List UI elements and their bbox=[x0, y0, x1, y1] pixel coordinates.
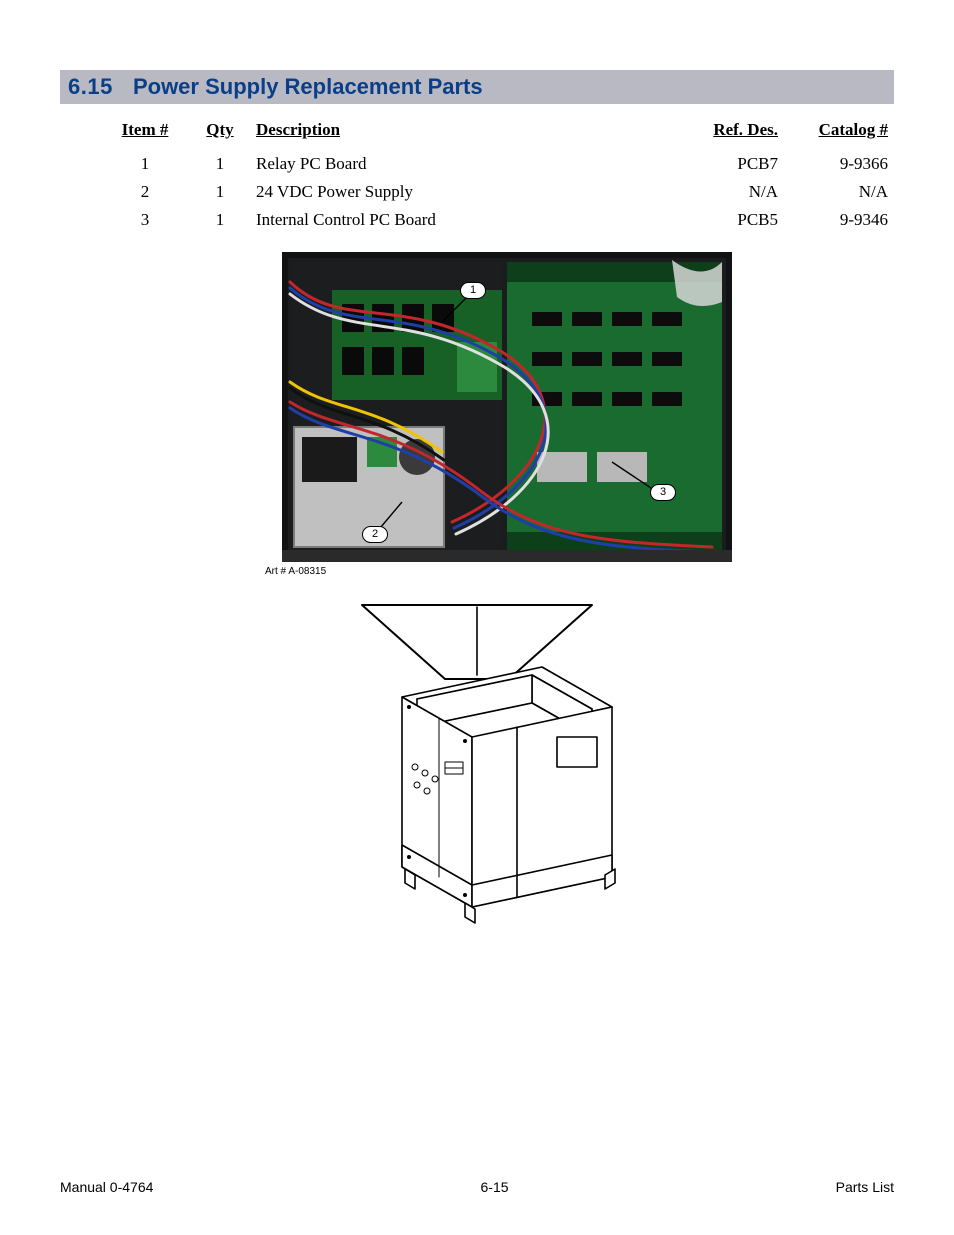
footer-right: Parts List bbox=[836, 1179, 894, 1195]
table-header-row: Item # Qty Description Ref. Des. Catalog… bbox=[100, 116, 894, 150]
table-row: 11Relay PC BoardPCB79-9366 bbox=[100, 150, 894, 178]
callout-3: 3 bbox=[650, 484, 676, 501]
footer-center: 6-15 bbox=[481, 1179, 509, 1195]
cell-ref: N/A bbox=[664, 178, 784, 206]
cell-qty: 1 bbox=[190, 150, 250, 178]
cell-cat: 9-9366 bbox=[784, 150, 894, 178]
cell-ref: PCB5 bbox=[664, 206, 784, 234]
section-number: 6.15 bbox=[68, 74, 113, 100]
cell-cat: 9-9346 bbox=[784, 206, 894, 234]
figure-area: 1 2 3 Art # A-08315 bbox=[60, 252, 894, 957]
art-number: Art # A-08315 bbox=[265, 566, 326, 577]
footer-left: Manual 0-4764 bbox=[60, 1179, 153, 1195]
col-qty: Qty bbox=[190, 116, 250, 150]
cell-desc: Relay PC Board bbox=[250, 150, 664, 178]
cell-desc: Internal Control PC Board bbox=[250, 206, 664, 234]
circuit-photo bbox=[282, 252, 732, 562]
cell-desc: 24 VDC Power Supply bbox=[250, 178, 664, 206]
table-row: 31Internal Control PC BoardPCB59-9346 bbox=[100, 206, 894, 234]
cabinet-diagram bbox=[307, 587, 647, 957]
table-row: 2124 VDC Power SupplyN/AN/A bbox=[100, 178, 894, 206]
section-heading-bar: 6.15 Power Supply Replacement Parts bbox=[60, 70, 894, 104]
parts-table: Item # Qty Description Ref. Des. Catalog… bbox=[100, 116, 894, 234]
photo-wrapper: 1 2 3 bbox=[282, 252, 732, 562]
parts-table-body: 11Relay PC BoardPCB79-93662124 VDC Power… bbox=[100, 150, 894, 234]
cell-item: 1 bbox=[100, 150, 190, 178]
page-footer: Manual 0-4764 6-15 Parts List bbox=[60, 1179, 894, 1195]
cell-item: 2 bbox=[100, 178, 190, 206]
col-cat: Catalog # bbox=[784, 116, 894, 150]
col-desc: Description bbox=[250, 116, 664, 150]
cell-item: 3 bbox=[100, 206, 190, 234]
cell-qty: 1 bbox=[190, 178, 250, 206]
cell-cat: N/A bbox=[784, 178, 894, 206]
section-title: Power Supply Replacement Parts bbox=[133, 74, 483, 99]
col-item: Item # bbox=[100, 116, 190, 150]
cabinet-wrapper bbox=[307, 587, 647, 957]
cell-qty: 1 bbox=[190, 206, 250, 234]
col-ref: Ref. Des. bbox=[664, 116, 784, 150]
callout-2: 2 bbox=[362, 526, 388, 543]
callout-1: 1 bbox=[460, 282, 486, 299]
cell-ref: PCB7 bbox=[664, 150, 784, 178]
